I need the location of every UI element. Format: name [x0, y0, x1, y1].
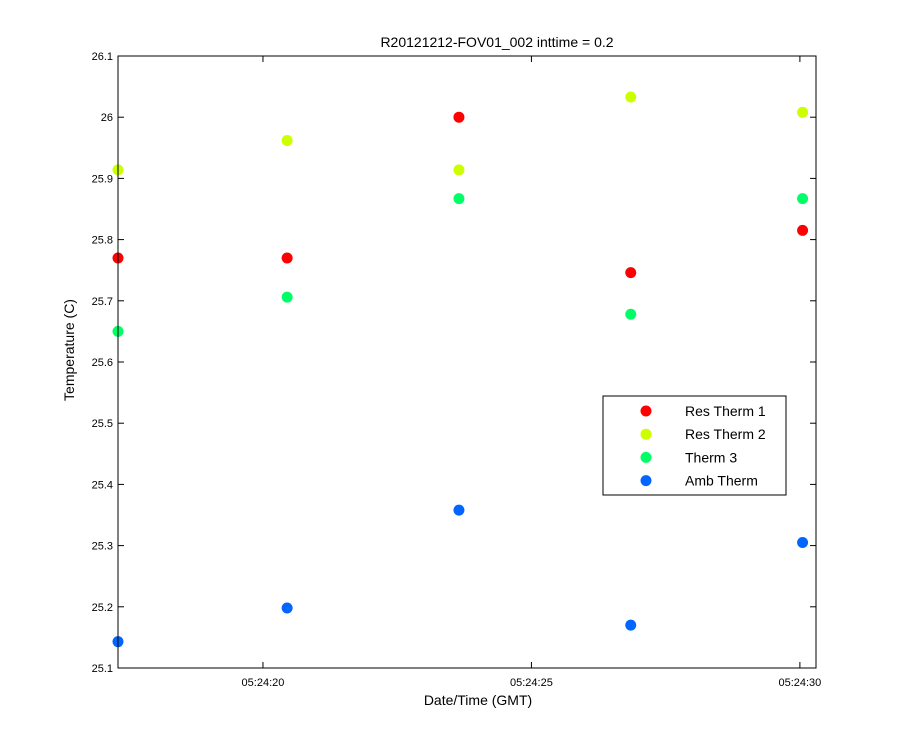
- data-point: [281, 602, 293, 614]
- legend-marker: [640, 475, 652, 487]
- data-point: [625, 91, 637, 103]
- x-tick-label: 05:24:25: [510, 677, 553, 689]
- legend-marker: [640, 451, 652, 463]
- x-tick-label: 05:24:20: [242, 677, 285, 689]
- legend-marker: [640, 405, 652, 417]
- plot-frame: [117, 55, 817, 669]
- series-res-therm-1: [112, 111, 809, 279]
- y-tick-label: 25.9: [92, 173, 113, 185]
- data-point: [797, 537, 809, 549]
- legend-label: Res Therm 2: [685, 426, 766, 442]
- data-point: [453, 504, 465, 516]
- data-point: [453, 164, 465, 176]
- y-tick-label: 26: [101, 112, 113, 124]
- y-tick-label: 25.4: [92, 479, 113, 491]
- data-point: [281, 252, 293, 264]
- y-tick-label: 25.2: [92, 602, 113, 614]
- series-res-therm-2: [112, 91, 809, 176]
- y-tick-label: 26.1: [92, 51, 113, 63]
- y-axis-label: Temperature (C): [61, 299, 77, 401]
- data-point: [281, 291, 293, 303]
- y-tick-label: 25.3: [92, 541, 113, 553]
- data-point: [453, 193, 465, 205]
- data-point: [281, 134, 293, 146]
- y-tick-label: 25.1: [92, 663, 113, 675]
- series-amb-therm: [112, 504, 809, 648]
- data-point: [625, 308, 637, 320]
- x-tick-label: 05:24:30: [778, 677, 821, 689]
- data-point: [625, 267, 637, 279]
- y-tick-label: 25.6: [92, 357, 113, 369]
- y-tick-label: 25.7: [92, 296, 113, 308]
- data-point: [797, 106, 809, 118]
- data-point: [453, 111, 465, 123]
- y-tick-label: 25.8: [92, 235, 113, 247]
- legend: Res Therm 1 Res Therm 2 Therm 3 Amb Therm: [602, 395, 787, 496]
- chart-title: R20121212-FOV01_002 inttime = 0.2: [380, 34, 613, 50]
- legend-box: [602, 395, 787, 496]
- legend-marker: [640, 428, 652, 440]
- data-points-layer: [112, 91, 809, 648]
- y-tick-label: 25.5: [92, 418, 113, 430]
- data-point: [797, 224, 809, 236]
- legend-label: Amb Therm: [685, 473, 758, 489]
- ticks-layer: 25.1 25.2 25.3 25.4 25.5 25.6 25.7 25.8 25.9 26 26…: [92, 51, 822, 689]
- legend-items: Res Therm 1 Res Therm 2 Therm 3 Amb Therm: [640, 403, 766, 489]
- plot-area: [118, 56, 816, 668]
- data-point: [625, 619, 637, 631]
- legend-label: Res Therm 1: [685, 403, 766, 419]
- legend-label: Therm 3: [685, 449, 737, 465]
- x-axis-label: Date/Time (GMT): [424, 692, 532, 708]
- data-point: [797, 193, 809, 205]
